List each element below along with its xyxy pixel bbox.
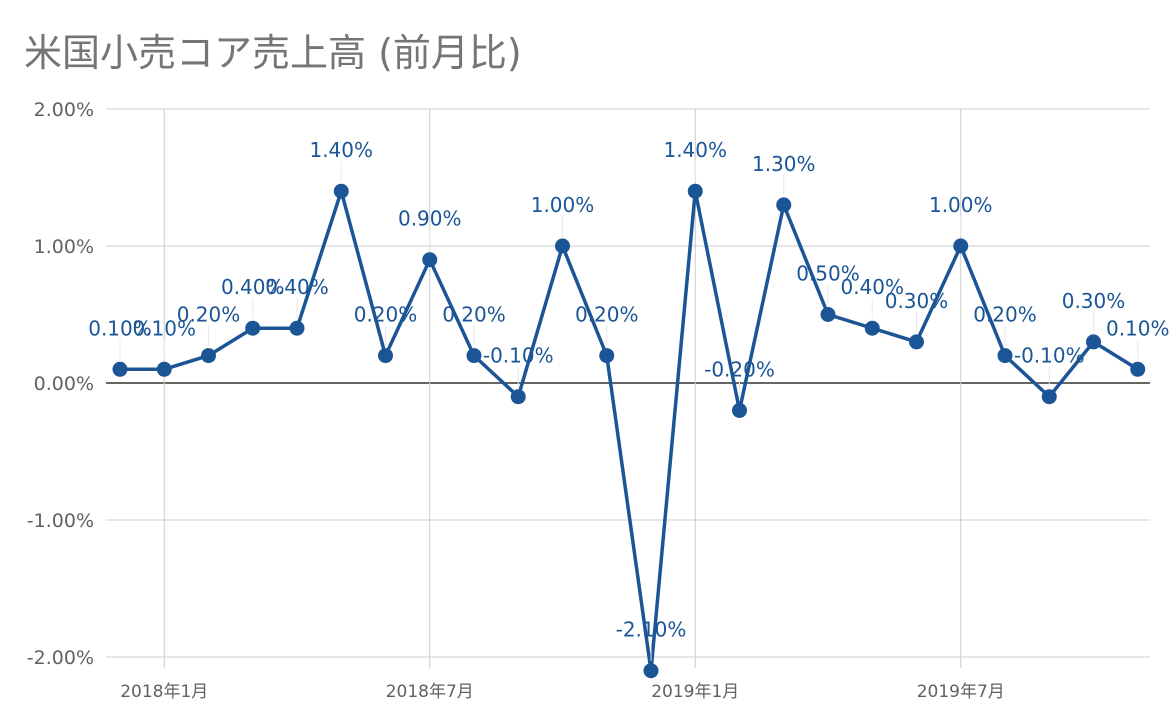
data-label: 0.10% <box>88 316 152 340</box>
y-tick-label: -2.00% <box>27 647 94 669</box>
data-point <box>289 320 305 336</box>
data-label: 1.40% <box>663 138 727 162</box>
data-label-layer: 0.10%0.10%0.20%0.40%0.40%1.40%0.20%0.90%… <box>88 138 1170 661</box>
grid-layer <box>106 108 1150 668</box>
series-layer <box>112 183 1146 679</box>
data-label: 1.00% <box>531 193 595 217</box>
data-label: 0.20% <box>354 303 418 327</box>
data-label: 0.10% <box>1106 316 1170 340</box>
data-point <box>643 663 659 679</box>
data-label: 0.20% <box>442 303 506 327</box>
data-point <box>378 348 393 364</box>
x-tick-label: 2019年7月 <box>917 682 1005 702</box>
x-tick-label: 2018年1月 <box>120 682 208 702</box>
data-point <box>510 389 526 405</box>
data-point <box>422 252 438 268</box>
data-label: 1.40% <box>309 138 373 162</box>
data-point <box>953 238 969 254</box>
data-label: 0.40% <box>840 275 904 299</box>
data-label: 0.20% <box>177 303 241 327</box>
data-label: 0.10% <box>132 316 196 340</box>
x-tick-label: 2018年7月 <box>386 682 474 702</box>
data-point <box>245 320 261 336</box>
data-point <box>1130 361 1146 377</box>
data-point <box>466 348 482 364</box>
y-tick-label: 2.00% <box>34 99 94 121</box>
y-tick-label: 1.00% <box>34 236 94 258</box>
data-label: -0.20% <box>704 357 775 381</box>
data-point <box>909 334 924 350</box>
data-label: 0.30% <box>1062 289 1126 313</box>
y-tick-label: 0.00% <box>34 373 94 395</box>
data-label: 0.50% <box>796 262 860 286</box>
data-point <box>1086 334 1101 350</box>
data-point <box>732 402 747 418</box>
data-label: 1.30% <box>752 152 816 176</box>
data-label: -2.10% <box>616 618 687 642</box>
data-point <box>776 197 792 213</box>
data-point <box>864 320 880 336</box>
data-point <box>112 361 128 377</box>
data-label: -0.10% <box>483 344 554 368</box>
data-label: -0.10% <box>1014 344 1085 368</box>
chart-title: 米国小売コア売上高 (前月比) <box>24 31 522 75</box>
data-point <box>201 348 216 364</box>
data-label: 0.30% <box>885 289 949 313</box>
data-label: 0.20% <box>973 303 1037 327</box>
axis-layer: 2.00% 1.00% 0.00% -1.00% -2.00% 2018年1月 2018年7… <box>27 99 1005 702</box>
data-label: 0.40% <box>221 275 285 299</box>
data-point <box>156 361 172 377</box>
data-point <box>687 183 703 199</box>
data-label: 0.20% <box>575 303 639 327</box>
data-point <box>1041 389 1057 405</box>
data-point <box>555 238 570 254</box>
data-point <box>820 307 836 322</box>
data-label: 0.90% <box>398 207 462 231</box>
data-point <box>333 183 349 199</box>
data-point <box>599 348 615 364</box>
data-label: 1.00% <box>929 193 993 217</box>
x-tick-label: 2019年1月 <box>651 682 739 702</box>
data-label: 0.40% <box>265 275 329 299</box>
data-point <box>997 348 1013 364</box>
y-tick-label: -1.00% <box>27 510 94 532</box>
series-line <box>120 189 1139 673</box>
